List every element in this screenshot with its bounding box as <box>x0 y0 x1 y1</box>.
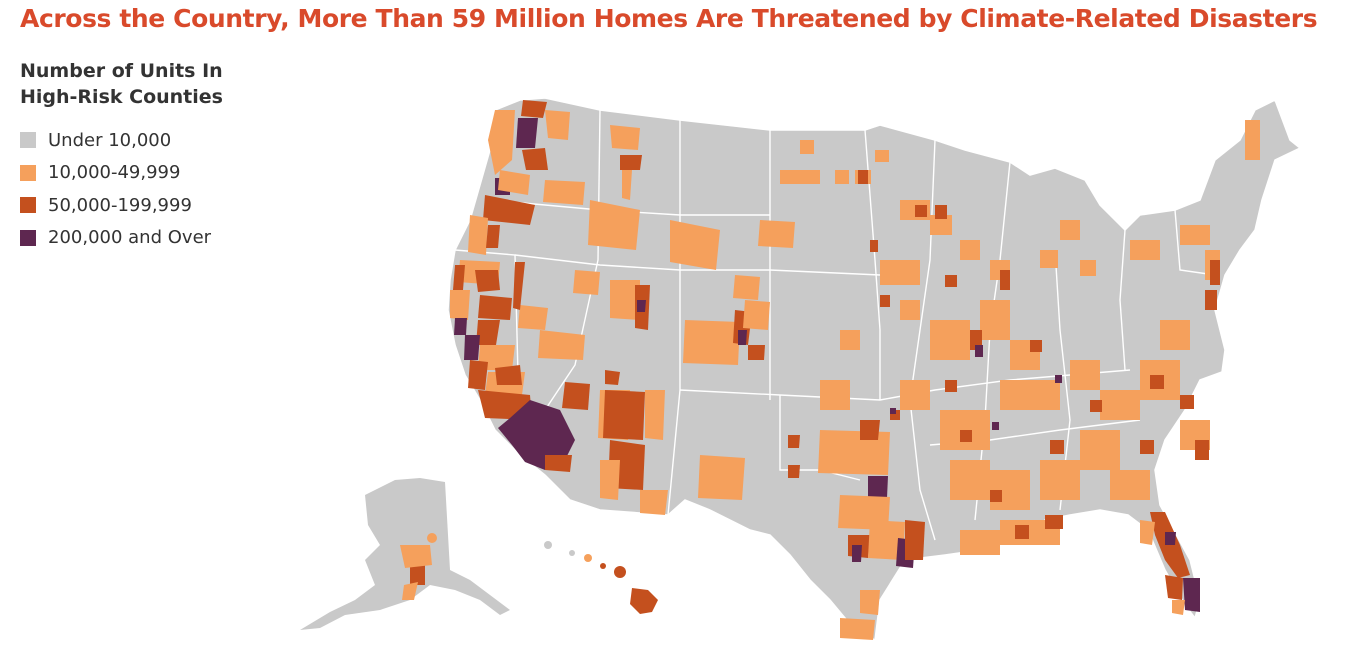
midwest-counties-dark <box>858 170 1220 539</box>
legend-title: Number of Units In High-Risk Counties <box>20 58 320 110</box>
mountain-counties <box>588 200 795 365</box>
alaska-county-fairbanks <box>427 533 437 543</box>
legend-swatch-50000-199999 <box>20 197 36 214</box>
alaska-county-anchorage <box>410 565 425 585</box>
alaska-county-matsu <box>400 545 432 568</box>
florida-counties <box>1140 512 1200 615</box>
legend-label-50000-199999: 50,000-199,999 <box>48 194 192 216</box>
legend-title-line1: Number of Units In <box>20 60 223 82</box>
legend-item-under-10000: Under 10,000 <box>20 124 320 157</box>
hawaii-shape <box>544 541 575 556</box>
west-coast-counties <box>450 100 642 420</box>
legend-swatch-10000-49999 <box>20 164 36 181</box>
legend-item-50000-199999: 50,000-199,999 <box>20 189 320 222</box>
legend-swatch-200000-and-over <box>20 229 36 246</box>
legend-label-200000-and-over: 200,000 and Over <box>48 227 212 249</box>
hawaii-oahu <box>584 554 592 562</box>
map-title: Across the Country, More Than 59 Million… <box>20 4 1318 33</box>
hawaii-big-island <box>630 588 658 614</box>
alaska-county-kenai <box>402 582 418 600</box>
texas-counties <box>698 420 925 640</box>
county-imperial <box>545 455 572 472</box>
legend-label-10000-49999: 10,000-49,999 <box>48 162 181 184</box>
legend-label-under-10000: Under 10,000 <box>48 129 172 151</box>
hawaii-maui <box>614 566 626 578</box>
state-borders <box>454 109 1216 541</box>
legend-item-200000-and-over: 200,000 and Over <box>20 222 320 255</box>
legend-item-10000-49999: 10,000-49,999 <box>20 157 320 190</box>
legend-items: Under 10,000 10,000-49,999 50,000-199,99… <box>20 124 320 254</box>
legend-swatch-under-10000 <box>20 132 36 149</box>
county-los-angeles-san-bernardino <box>498 400 575 470</box>
midwest-counties-purple <box>890 345 1062 430</box>
hawaii-kauai <box>600 563 606 569</box>
legend-title-line2: High-Risk Counties <box>20 86 223 108</box>
southwest-counties <box>538 270 668 515</box>
midwest-counties <box>780 120 1260 555</box>
legend: Number of Units In High-Risk Counties Un… <box>20 58 320 254</box>
